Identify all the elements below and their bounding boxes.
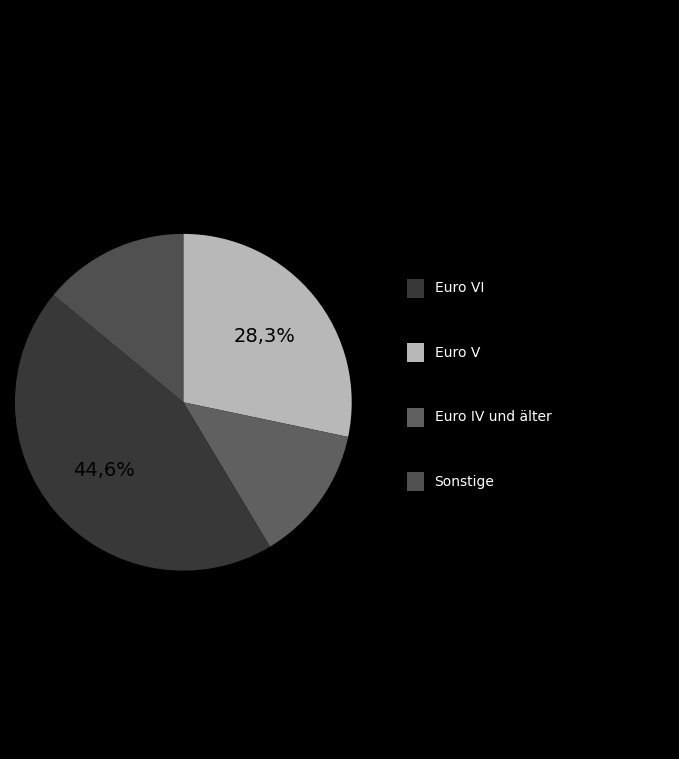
Text: 28,3%: 28,3% [234, 327, 295, 346]
Text: Euro IV und älter: Euro IV und älter [435, 411, 551, 424]
Text: Euro V: Euro V [435, 346, 480, 360]
Wedge shape [183, 402, 348, 546]
Text: Sonstige: Sonstige [435, 475, 494, 489]
Text: Euro VI: Euro VI [435, 282, 484, 295]
Wedge shape [15, 295, 270, 571]
Wedge shape [54, 234, 183, 402]
Text: 44,6%: 44,6% [73, 461, 135, 480]
Wedge shape [183, 234, 352, 437]
